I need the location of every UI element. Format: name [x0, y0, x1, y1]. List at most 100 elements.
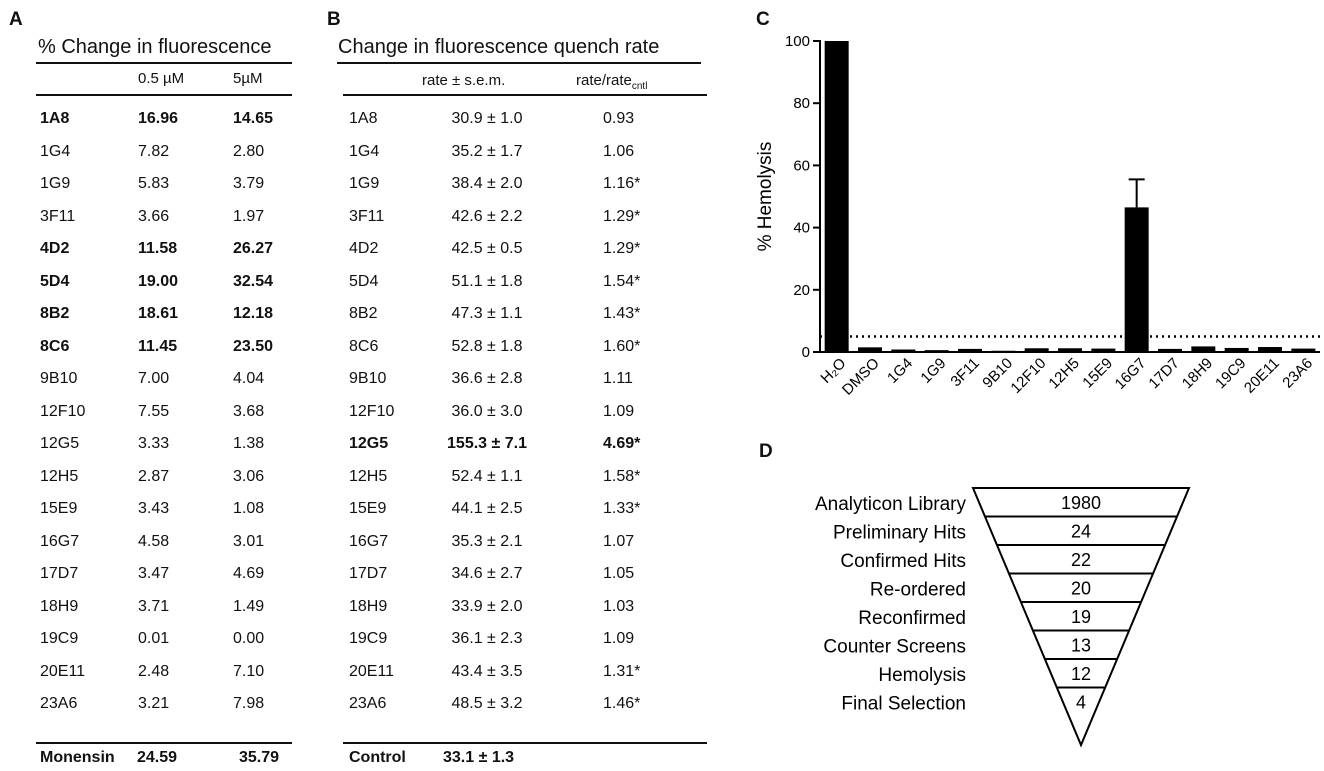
panel-b-footer-name: Control: [349, 749, 406, 766]
panel-b-row-ratio: 1.06: [603, 142, 635, 160]
panel-b-row-rate: 44.1 ± 2.5: [451, 500, 523, 517]
panel-a-row-v1: 3.21: [138, 695, 170, 712]
panel-b-row-name: 15E9: [349, 500, 387, 517]
panel-b-row-name: 4D2: [349, 240, 379, 257]
panel-a-row-name: 17D7: [40, 565, 79, 582]
panel-b-row-rate: 34.6 ± 2.7: [451, 565, 523, 582]
bar: [958, 348, 982, 352]
panel-b-bottom-rule: [343, 742, 707, 744]
panel-a-row-v1: 2.48: [138, 662, 170, 680]
panel-a-row-name: 19C9: [40, 630, 79, 647]
panel-b-row-rate: 38.4 ± 2.0: [451, 175, 523, 192]
panel-a-row-v2: 2.80: [233, 142, 265, 160]
panel-b-row-rate: 42.6 ± 2.2: [451, 207, 523, 225]
funnel-stage-label: Confirmed Hits: [840, 551, 966, 572]
panel-a-row-v2: 3.06: [233, 467, 265, 485]
panel-a-row-name: 18H9: [40, 597, 79, 615]
funnel-count: 20: [1071, 579, 1091, 599]
panel-a-row-v1: 3.66: [138, 207, 170, 225]
panel-b-label: B: [327, 9, 341, 30]
panel-b-row-rate: 52.8 ± 1.8: [451, 337, 523, 355]
funnel-count: 22: [1071, 550, 1091, 570]
funnel-stage-label: Final Selection: [841, 694, 966, 715]
panel-a-row-v1: 7.55: [138, 402, 170, 420]
panel-a-row-v2: 3.68: [233, 402, 265, 420]
panel-b-row-ratio: 4.69*: [603, 435, 641, 452]
panel-b-top-rule: [337, 62, 701, 64]
bar: [1291, 348, 1316, 352]
panel-b-row-rate: 35.3 ± 2.1: [451, 532, 523, 550]
y-tick-label: 60: [793, 157, 810, 174]
panel-b-row-name: 17D7: [349, 565, 388, 582]
panel-a-row-v1: 11.58: [138, 240, 178, 257]
panel-a-row-v1: 7.00: [138, 370, 170, 387]
panel-b-row-name: 5D4: [349, 272, 379, 290]
y-tick-label: 0: [802, 344, 810, 361]
panel-b-row-name: 9B10: [349, 370, 387, 387]
panel-b-row-rate: 36.6 ± 2.8: [451, 370, 523, 387]
panel-a-row-v1: 3.43: [138, 500, 170, 517]
panel-b-row-name: 12F10: [349, 402, 395, 420]
panel-a-row-v2: 14.65: [233, 110, 274, 127]
panel-b-row-name: 23A6: [349, 695, 387, 712]
bar: [1058, 348, 1082, 352]
panel-a-row-v1: 7.82: [138, 142, 170, 160]
panel-b-row-ratio: 0.93: [603, 110, 635, 127]
panel-a-row-name: 16G7: [40, 532, 80, 550]
panel-b-col2-header-sub: cntl: [631, 81, 648, 92]
funnel-stage-label: Hemolysis: [878, 665, 966, 686]
panel-b-col2-header-main: rate/rate: [576, 72, 632, 89]
panel-a-row-name: 12H5: [40, 467, 79, 485]
bar: [924, 350, 949, 352]
panel-a-row-v2: 1.38: [233, 435, 265, 452]
panel-a-row-v2: 1.49: [233, 597, 265, 615]
panel-b-row-ratio: 1.29*: [603, 240, 641, 257]
panel-a-row-name: 1G9: [40, 175, 71, 192]
funnel-stage-label: Counter Screens: [823, 637, 966, 658]
panel-b-row-ratio: 1.43*: [603, 305, 641, 322]
funnel-stage-label: Analyticon Library: [815, 494, 967, 515]
panel-a-row-v2: 32.54: [233, 272, 274, 290]
panel-b-row-rate: 43.4 ± 3.5: [451, 662, 523, 680]
panel-b-row-name: 1G4: [349, 142, 380, 160]
panel-b-row-rate: 35.2 ± 1.7: [451, 142, 523, 160]
panel-a-top-rule: [36, 62, 292, 64]
panel-a-row-v2: 3.01: [233, 532, 265, 550]
panel-b-row-name: 1G9: [349, 175, 380, 192]
bar: [1224, 347, 1249, 352]
funnel-outline: [971, 487, 1191, 748]
panel-b-row-ratio: 1.33*: [603, 500, 641, 517]
panel-b-row-rate: 48.5 ± 3.2: [451, 695, 523, 712]
funnel-count: 13: [1071, 636, 1091, 656]
panel-a-footer-v2: 35.79: [239, 749, 280, 766]
funnel-count: 4: [1076, 693, 1086, 713]
y-tick-label: 20: [793, 282, 810, 299]
panel-b-row-name: 8C6: [349, 337, 379, 355]
panel-a-row-name: 23A6: [40, 695, 78, 712]
bar: [1191, 346, 1216, 352]
panel-b-row-name: 19C9: [349, 630, 388, 647]
panel-b-row-ratio: 1.11: [603, 370, 633, 387]
bar: [858, 347, 882, 352]
y-tick-label: 40: [793, 220, 810, 237]
panel-b-row-ratio: 1.09: [603, 402, 635, 420]
funnel-count: 24: [1071, 522, 1091, 542]
panel-a-footer-name: Monensin: [40, 749, 115, 766]
panel-b-row-name: 12H5: [349, 467, 388, 485]
funnel-count: 1980: [1061, 493, 1101, 513]
panel-a-row-v2: 7.98: [233, 695, 265, 712]
panel-b-footer-rate: 33.1 ± 1.3: [443, 749, 515, 766]
panel-b-row-rate: 52.4 ± 1.1: [451, 467, 523, 485]
panel-b-row-ratio: 1.16*: [603, 175, 641, 192]
panel-a-bottom-rule: [36, 742, 292, 744]
panel-b-row-ratio: 1.03: [603, 597, 635, 615]
panel-a-row-v2: 1.97: [233, 207, 265, 225]
panel-b-col1-header: rate ± s.e.m.: [422, 72, 506, 89]
panel-b-row-name: 3F11: [349, 207, 385, 225]
panel-b-row-ratio: 1.54*: [603, 272, 641, 290]
panel-b-header-rule: [343, 94, 707, 96]
panel-a-row-v1: 11.45: [138, 337, 178, 355]
panel-a-row-name: 12G5: [40, 435, 80, 452]
